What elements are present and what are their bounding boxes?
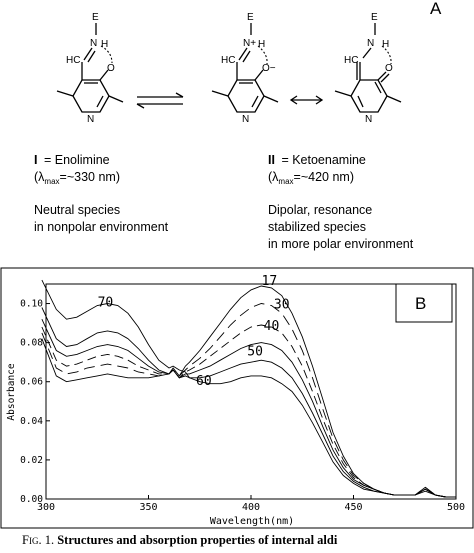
x-tick-label: 350 (139, 502, 157, 513)
panel-b-border (0, 267, 474, 529)
resonance-arrow-icon (289, 95, 324, 105)
species-2-numeral: II (268, 153, 275, 167)
curve-label-40: 40 (264, 319, 280, 334)
x-tick-label: 450 (344, 502, 362, 513)
panel-b-label: B (415, 294, 426, 313)
atom-E: E (371, 12, 378, 23)
x-axis-label: Wavelength(nm) (210, 516, 294, 527)
x-tick-label: 300 (37, 502, 55, 513)
structure-ketoenamine-dipolar: E N+ H HC O− N (211, 12, 279, 125)
caption-figure-number: Fig. 1. (22, 533, 55, 547)
caption-title: Structures and absorption properties of … (57, 533, 338, 547)
lambda-value: =~330 nm) (60, 170, 120, 184)
species-2-desc-line-2: stabilized species (268, 220, 366, 234)
svg-text:(λmax=~420 nm): (λmax=~420 nm) (268, 170, 354, 186)
curve-label-17: 17 (262, 274, 278, 289)
atom-ring-N: N (87, 114, 94, 125)
series-line-17 (41, 285, 456, 498)
y-tick-label: 0.06 (20, 377, 43, 388)
lambda-subscript: max (44, 177, 59, 186)
plot-area (45, 283, 457, 500)
lambda-value: =~420 nm) (294, 170, 354, 184)
atom-O-minus: O− (262, 63, 276, 74)
species-1-desc-line-2: in nonpolar environment (34, 220, 169, 234)
y-axis-label: Absorbance (6, 363, 17, 420)
y-axis-ticks: 0.00 0.02 0.04 0.06 0.08 0.10 (20, 299, 50, 505)
x-tick-label: 500 (447, 502, 465, 513)
atom-E: E (247, 12, 254, 23)
atom-N-plus: N+ (243, 38, 256, 49)
y-tick-label: 0.00 (20, 494, 43, 505)
structure-enolimine: E N H HC O N (56, 12, 124, 125)
atom-H: H (382, 39, 389, 50)
atom-O: O (107, 63, 115, 74)
species-2-desc-line-1: Dipolar, resonance (268, 203, 372, 217)
y-tick-label: 0.02 (20, 455, 43, 466)
lambda-symbol: (λ (268, 170, 279, 184)
atom-ring-N: N (365, 114, 372, 125)
atom-ring-N: N (242, 114, 249, 125)
figure-caption: Fig. 1. Structures and absorption proper… (22, 533, 474, 548)
species-1-name: = Enolimine (44, 153, 110, 167)
structure-ketoenamine-keto: E N H HC O N (334, 12, 402, 125)
panel-b-label-box (395, 283, 453, 323)
curve-label-70: 70 (98, 296, 114, 311)
species-1-label: I = Enolimine (λmax=~330 nm) Neutral spe… (34, 153, 169, 234)
lambda-subscript: max (278, 177, 293, 186)
atom-N: N (90, 38, 97, 49)
lambda-symbol: (λ (34, 170, 45, 184)
svg-text:I = Enolimine: I = Enolimine (34, 153, 110, 167)
panel-b-chart: B 0.00 0.02 0.04 0.06 0.08 0.10 300 350 400 450 5… (0, 267, 474, 529)
svg-text:II = Ketoenamine: II = Ketoenamine (268, 153, 366, 167)
atom-HC: HC (66, 55, 80, 66)
atom-HC: HC (221, 55, 235, 66)
equilibrium-arrows-icon (136, 92, 184, 109)
x-axis-ticks: 300 350 400 450 500 (37, 495, 465, 513)
y-tick-label: 0.10 (20, 299, 43, 310)
atom-E: E (92, 12, 99, 23)
panel-a-label: A (430, 0, 442, 18)
series-line-40 (41, 324, 456, 498)
curve-label-60: 60 (196, 374, 212, 389)
series-line-70 (41, 279, 456, 498)
atom-H: H (258, 39, 265, 50)
species-2-label: II = Ketoenamine (λmax=~420 nm) Dipolar,… (268, 153, 414, 251)
curve-label-50: 50 (247, 344, 263, 359)
y-tick-label: 0.04 (20, 416, 43, 427)
y-tick-label: 0.08 (20, 338, 43, 349)
atom-H: H (101, 39, 108, 50)
species-2-desc-line-3: in more polar environment (268, 237, 414, 251)
curve-label-30: 30 (274, 298, 290, 313)
atom-O: O (385, 63, 393, 74)
series-line-30 (41, 303, 456, 498)
atom-N: N (367, 38, 374, 49)
species-1-desc-line-1: Neutral species (34, 203, 120, 217)
species-1-numeral: I (34, 153, 37, 167)
atom-HC: HC (344, 55, 358, 66)
svg-text:(λmax=~330 nm): (λmax=~330 nm) (34, 170, 120, 186)
series-lines (41, 279, 456, 498)
panel-a: A E N H HC O N (34, 0, 442, 251)
series-line-60 (41, 307, 456, 498)
x-tick-label: 400 (242, 502, 260, 513)
species-2-name: = Ketoenamine (281, 153, 365, 167)
